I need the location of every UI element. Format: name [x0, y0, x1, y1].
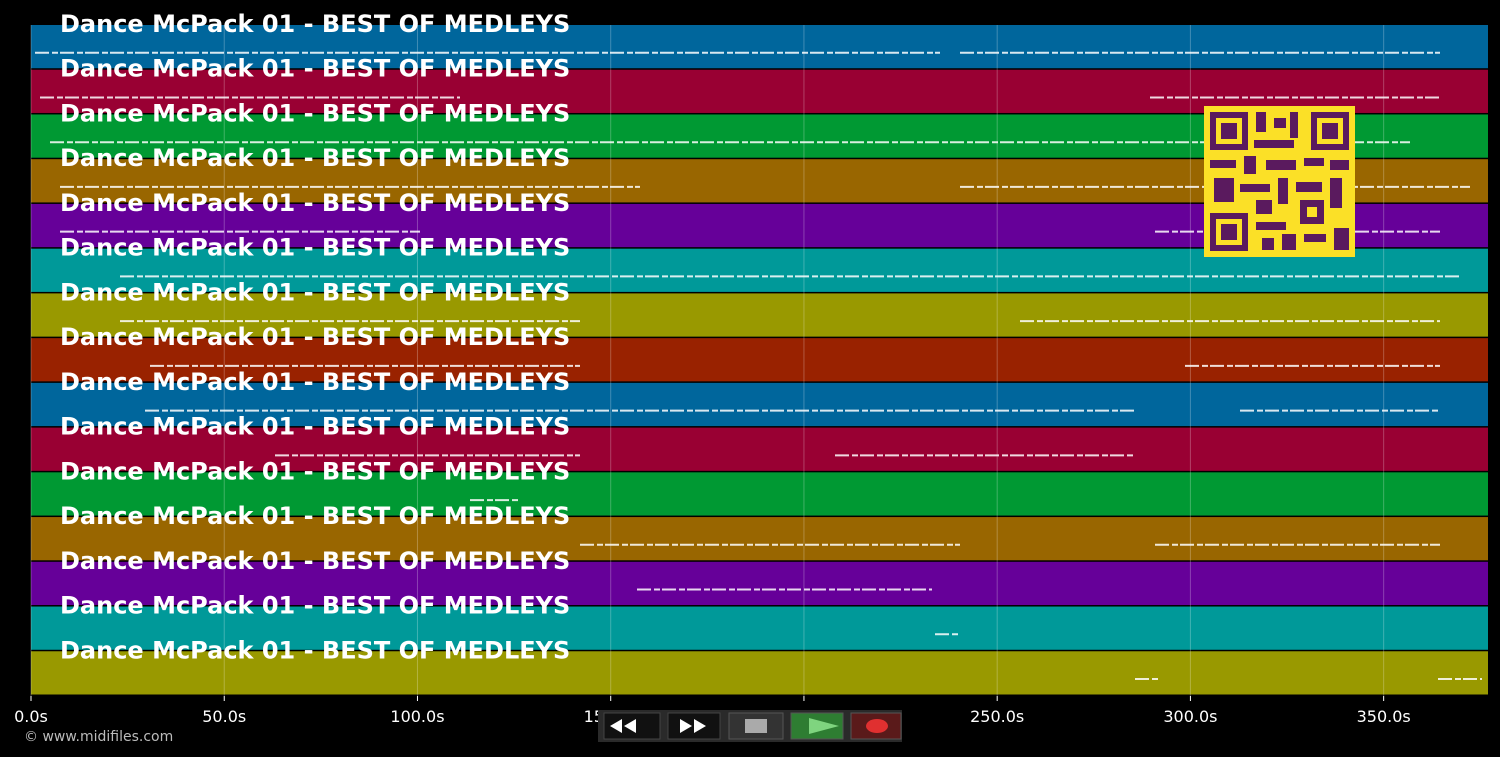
track-lane: [31, 606, 1488, 650]
grid: [30, 25, 1385, 696]
track-title: Dance McPack 01 - BEST OF MEDLEYS: [60, 592, 570, 620]
track-title: Dance McPack 01 - BEST OF MEDLEYS: [60, 234, 570, 262]
track-title: Dance McPack 01 - BEST OF MEDLEYS: [60, 547, 570, 575]
track-lane: [31, 561, 1488, 606]
tick-label: 0.0s: [14, 707, 48, 726]
tick-label: 300.0s: [1163, 707, 1217, 726]
stop-button[interactable]: [728, 712, 784, 740]
track-lane: [31, 472, 1488, 516]
tick-label: 50.0s: [202, 707, 246, 726]
track-title: Dance McPack 01 - BEST OF MEDLEYS: [60, 636, 570, 664]
track-title: Dance McPack 01 - BEST OF MEDLEYS: [60, 368, 570, 396]
track-title: Dance McPack 01 - BEST OF MEDLEYS: [60, 99, 570, 127]
record-button[interactable]: [850, 712, 902, 740]
qr-code: [1204, 106, 1355, 257]
tick-label: 350.0s: [1357, 707, 1411, 726]
track-lane: [31, 25, 1488, 69]
track-lane: [31, 338, 1488, 382]
track-title: Dance McPack 01 - BEST OF MEDLEYS: [60, 502, 570, 530]
track-lane: [31, 382, 1488, 427]
rewind-button[interactable]: [603, 712, 661, 740]
fast-forward-button[interactable]: [667, 712, 721, 740]
track-title: Dance McPack 01 - BEST OF MEDLEYS: [60, 323, 570, 351]
track-lane: [31, 293, 1488, 337]
track-title: Dance McPack 01 - BEST OF MEDLEYS: [60, 144, 570, 172]
track-title: Dance McPack 01 - BEST OF MEDLEYS: [60, 55, 570, 83]
transport-controls: [598, 710, 902, 742]
track-title: Dance McPack 01 - BEST OF MEDLEYS: [60, 457, 570, 485]
track-title: Dance McPack 01 - BEST OF MEDLEYS: [60, 278, 570, 306]
track-lane: [31, 517, 1488, 561]
track-title: Dance McPack 01 - BEST OF MEDLEYS: [60, 10, 570, 38]
track-lane: [31, 427, 1488, 471]
track-title: Dance McPack 01 - BEST OF MEDLEYS: [60, 413, 570, 441]
play-button[interactable]: [790, 712, 844, 740]
tick-label: 100.0s: [390, 707, 444, 726]
track-lane: [31, 69, 1488, 113]
notes: [35, 51, 1482, 681]
track-lane: [31, 651, 1488, 695]
tick-label: 250.0s: [970, 707, 1024, 726]
track-labels: Dance McPack 01 - BEST OF MEDLEYS Dance M…: [60, 10, 570, 664]
copyright: © www.midifiles.com: [24, 729, 173, 745]
track-title: Dance McPack 01 - BEST OF MEDLEYS: [60, 189, 570, 217]
